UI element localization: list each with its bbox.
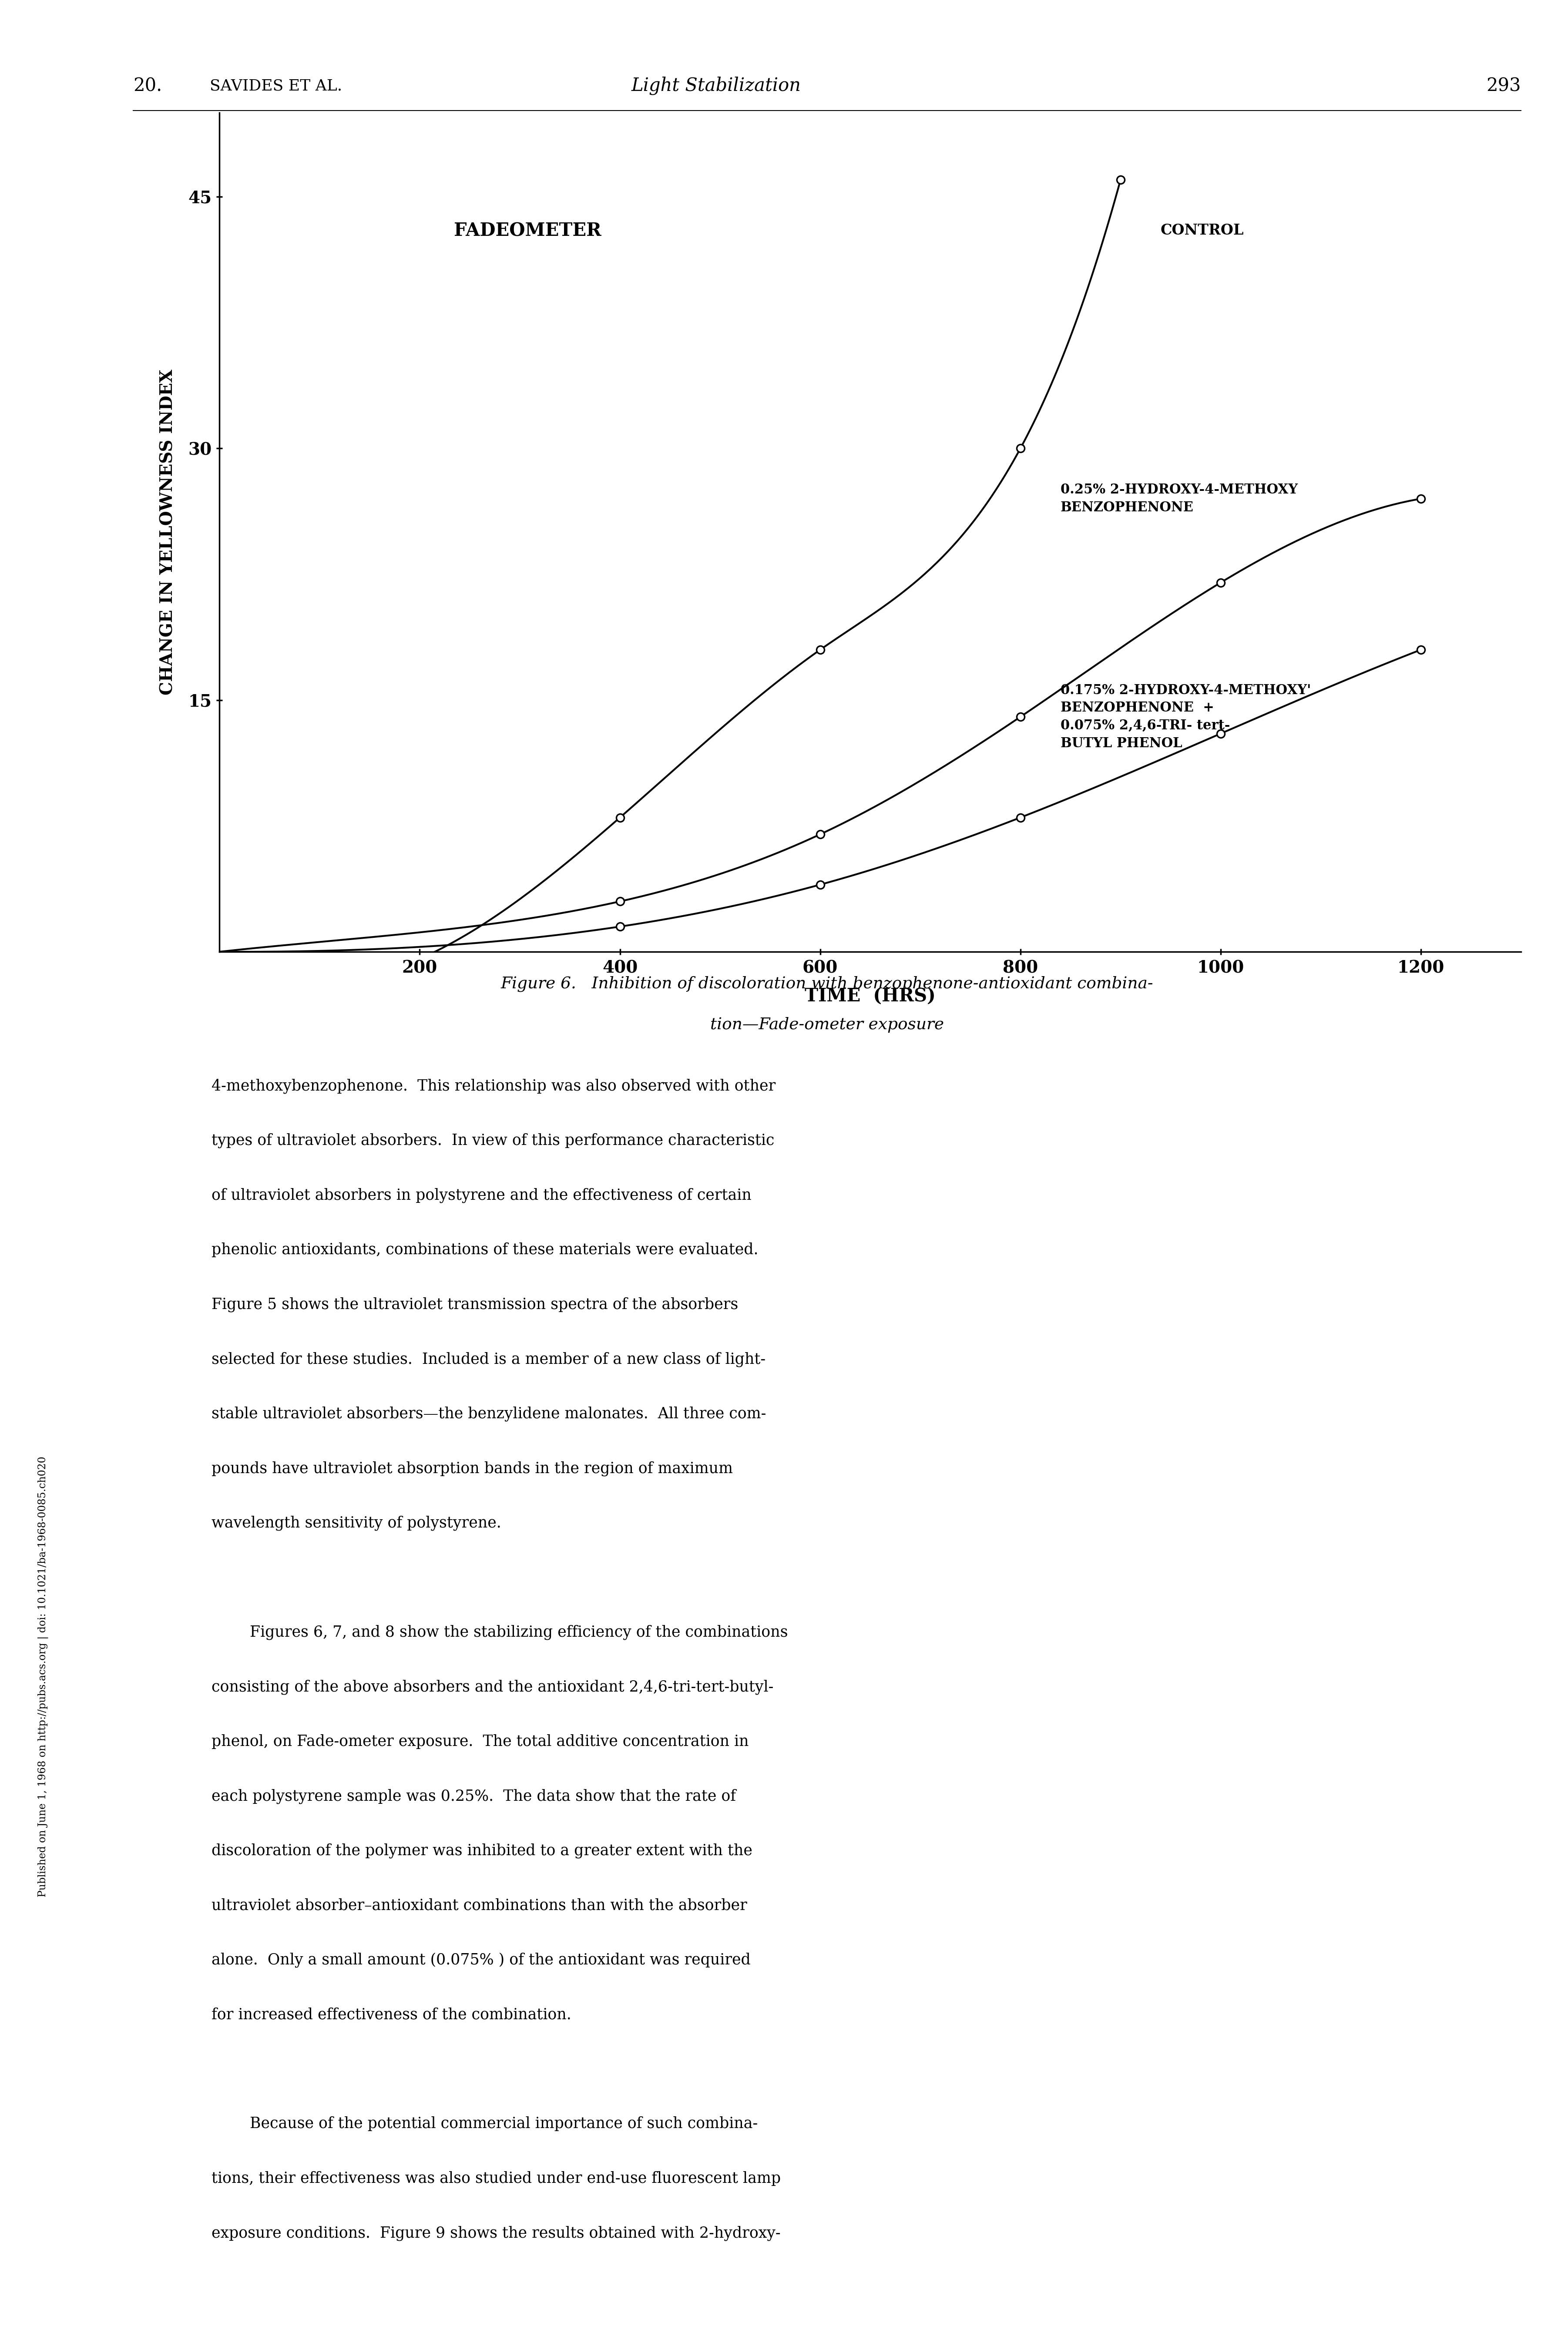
Text: SAVIDES ET AL.: SAVIDES ET AL.: [210, 78, 342, 94]
Y-axis label: CHANGE IN YELLOWNESS INDEX: CHANGE IN YELLOWNESS INDEX: [160, 369, 176, 696]
Text: 293: 293: [1486, 78, 1521, 94]
Text: for increased effectiveness of the combination.: for increased effectiveness of the combi…: [212, 2007, 571, 2021]
Text: tions, their effectiveness was also studied under end-use fluorescent lamp: tions, their effectiveness was also stud…: [212, 2171, 781, 2186]
Text: 20.: 20.: [133, 78, 162, 94]
Text: Published on June 1, 1968 on http://pubs.acs.org | doi: 10.1021/ba-1968-0085.ch0: Published on June 1, 1968 on http://pubs…: [38, 1457, 49, 1896]
Text: wavelength sensitivity of polystyrene.: wavelength sensitivity of polystyrene.: [212, 1516, 502, 1530]
Text: types of ultraviolet absorbers.  In view of this performance characteristic: types of ultraviolet absorbers. In view …: [212, 1133, 775, 1149]
Text: alone.  Only a small amount (0.075% ) of the antioxidant was required: alone. Only a small amount (0.075% ) of …: [212, 1953, 751, 1967]
Text: Figure 5 shows the ultraviolet transmission spectra of the absorbers: Figure 5 shows the ultraviolet transmiss…: [212, 1297, 739, 1311]
Text: ultraviolet absorber–antioxidant combinations than with the absorber: ultraviolet absorber–antioxidant combina…: [212, 1899, 748, 1913]
Text: of ultraviolet absorbers in polystyrene and the effectiveness of certain: of ultraviolet absorbers in polystyrene …: [212, 1187, 751, 1203]
Text: phenol, on Fade-ometer exposure.  The total additive concentration in: phenol, on Fade-ometer exposure. The tot…: [212, 1734, 750, 1748]
Text: Figures 6, 7, and 8 show the stabilizing efficiency of the combinations: Figures 6, 7, and 8 show the stabilizing…: [212, 1624, 789, 1640]
Text: 4-methoxybenzophenone.  This relationship was also observed with other: 4-methoxybenzophenone. This relationship…: [212, 1079, 776, 1093]
Text: FADEOMETER: FADEOMETER: [453, 221, 601, 240]
Text: 0.175% 2-HYDROXY-4-METHOXY'
BENZOPHENONE  +
0.075% 2,4,6-TRI- tert-
BUTYL PHENOL: 0.175% 2-HYDROXY-4-METHOXY' BENZOPHENONE…: [1060, 684, 1311, 750]
Text: tion—Fade-ometer exposure: tion—Fade-ometer exposure: [710, 1018, 944, 1032]
Text: CONTROL: CONTROL: [1160, 223, 1243, 237]
Text: Because of the potential commercial importance of such combina-: Because of the potential commercial impo…: [212, 2117, 757, 2131]
Text: pounds have ultraviolet absorption bands in the region of maximum: pounds have ultraviolet absorption bands…: [212, 1462, 734, 1476]
Text: exposure conditions.  Figure 9 shows the results obtained with 2-hydroxy-: exposure conditions. Figure 9 shows the …: [212, 2225, 781, 2240]
Text: phenolic antioxidants, combinations of these materials were evaluated.: phenolic antioxidants, combinations of t…: [212, 1243, 759, 1257]
Text: Light Stabilization: Light Stabilization: [632, 78, 801, 94]
Text: stable ultraviolet absorbers—the benzylidene malonates.  All three com-: stable ultraviolet absorbers—the benzyli…: [212, 1405, 767, 1422]
Text: 0.25% 2-HYDROXY-4-METHOXY
BENZOPHENONE: 0.25% 2-HYDROXY-4-METHOXY BENZOPHENONE: [1060, 484, 1298, 515]
X-axis label: TIME  (HRS): TIME (HRS): [804, 987, 936, 1006]
Text: Figure 6.   Inhibition of discoloration with benzophenone-antioxidant combina-: Figure 6. Inhibition of discoloration wi…: [500, 975, 1154, 992]
Text: consisting of the above absorbers and the antioxidant 2,4,6-tri-⁠tert-⁠butyl-: consisting of the above absorbers and th…: [212, 1680, 773, 1694]
Text: each polystyrene sample was 0.25%.  The data show that the rate of: each polystyrene sample was 0.25%. The d…: [212, 1788, 735, 1805]
Text: discoloration of the polymer was inhibited to a greater extent with the: discoloration of the polymer was inhibit…: [212, 1842, 753, 1859]
Text: selected for these studies.  Included is a member of a new class of light-: selected for these studies. Included is …: [212, 1351, 765, 1368]
